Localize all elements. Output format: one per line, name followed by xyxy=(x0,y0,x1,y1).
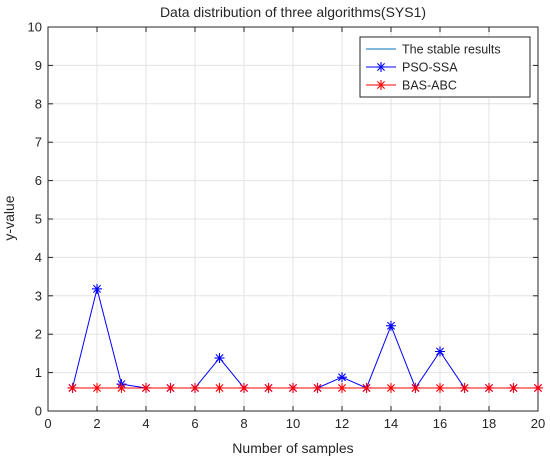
chart-title: Data distribution of three algorithms(SY… xyxy=(160,4,426,20)
legend-item: PSO-SSA xyxy=(366,61,458,75)
y-axis-label: y-value xyxy=(1,195,17,240)
marker-stroke xyxy=(289,383,297,392)
x-axis-label: Number of samples xyxy=(232,440,353,456)
data-point xyxy=(214,382,225,393)
legend-label: BAS-ABC xyxy=(402,79,457,93)
y-tick-label: 4 xyxy=(35,250,42,265)
data-point xyxy=(239,382,249,393)
y-tick-label: 1 xyxy=(35,365,42,380)
series-bas-abc xyxy=(67,382,543,393)
x-tick-label: 8 xyxy=(240,416,247,431)
legend-item: The stable results xyxy=(366,43,501,57)
marker-stroke xyxy=(93,383,101,392)
data-point xyxy=(92,283,102,294)
y-tick-label: 3 xyxy=(35,288,42,303)
marker-stroke xyxy=(377,81,385,89)
marker-stroke xyxy=(93,284,101,293)
data-point xyxy=(141,382,151,393)
y-tick-label: 10 xyxy=(28,20,42,35)
data-point xyxy=(312,382,323,393)
data-point xyxy=(508,382,519,393)
marker-stroke xyxy=(362,383,371,392)
x-tick-label: 20 xyxy=(531,416,545,431)
y-tick-label: 2 xyxy=(35,327,42,342)
marker-stroke xyxy=(460,383,469,392)
data-point xyxy=(435,346,445,357)
marker-stroke xyxy=(411,383,420,392)
legend: The stable results PSO-SSA BAS-ABC xyxy=(359,36,531,98)
y-tick-label: 8 xyxy=(35,96,42,111)
y-tick-label: 0 xyxy=(35,404,42,419)
data-point xyxy=(190,382,200,393)
x-tick-label: 16 xyxy=(433,416,447,431)
marker-stroke xyxy=(68,383,77,392)
data-point xyxy=(386,320,396,331)
data-point xyxy=(288,382,298,393)
data-point xyxy=(459,382,470,393)
x-tick-label: 18 xyxy=(482,416,496,431)
marker-stroke xyxy=(142,383,150,392)
marker-stroke xyxy=(338,383,346,392)
data-point xyxy=(67,382,78,393)
data-point xyxy=(116,382,127,393)
data-point xyxy=(263,382,274,393)
x-tick-label: 2 xyxy=(93,416,100,431)
legend-marker xyxy=(376,62,386,72)
x-tick-label: 12 xyxy=(335,416,349,431)
data-point xyxy=(484,382,494,393)
marker-stroke xyxy=(117,383,126,392)
y-tick-label: 7 xyxy=(35,135,42,150)
y-tick-label: 9 xyxy=(35,58,42,73)
y-tick-label: 5 xyxy=(35,212,42,227)
x-tick-label: 0 xyxy=(44,416,51,431)
marker-stroke xyxy=(313,383,322,392)
marker-stroke xyxy=(191,383,199,392)
data-point xyxy=(386,382,396,393)
marker-stroke xyxy=(215,383,224,392)
data-point xyxy=(92,382,102,393)
data-point xyxy=(361,382,372,393)
data-point xyxy=(165,382,176,393)
marker-stroke xyxy=(509,383,518,392)
x-tick-label: 4 xyxy=(142,416,149,431)
legend-label: The stable results xyxy=(402,43,501,57)
data-point xyxy=(435,382,445,393)
marker-stroke xyxy=(436,347,444,356)
marker-stroke xyxy=(264,383,273,392)
data-point xyxy=(337,372,347,383)
marker-stroke xyxy=(166,383,175,392)
y-tick-label: 6 xyxy=(35,173,42,188)
marker-stroke xyxy=(215,354,224,362)
data-series xyxy=(67,283,543,393)
marker-stroke xyxy=(436,383,444,392)
marker-stroke xyxy=(387,321,395,330)
legend-marker xyxy=(376,80,386,90)
marker-stroke xyxy=(338,373,346,382)
marker-stroke xyxy=(534,383,542,392)
legend-label: PSO-SSA xyxy=(402,61,458,75)
marker-stroke xyxy=(240,383,248,392)
x-tick-label: 10 xyxy=(286,416,300,431)
data-point xyxy=(410,382,421,393)
marker-stroke xyxy=(377,63,385,71)
marker-stroke xyxy=(485,383,493,392)
legend-item: BAS-ABC xyxy=(366,79,457,93)
x-tick-label: 14 xyxy=(384,416,398,431)
data-point xyxy=(533,382,543,393)
x-tick-label: 6 xyxy=(191,416,198,431)
data-point xyxy=(214,353,225,364)
data-point xyxy=(337,382,347,393)
marker-stroke xyxy=(387,383,395,392)
